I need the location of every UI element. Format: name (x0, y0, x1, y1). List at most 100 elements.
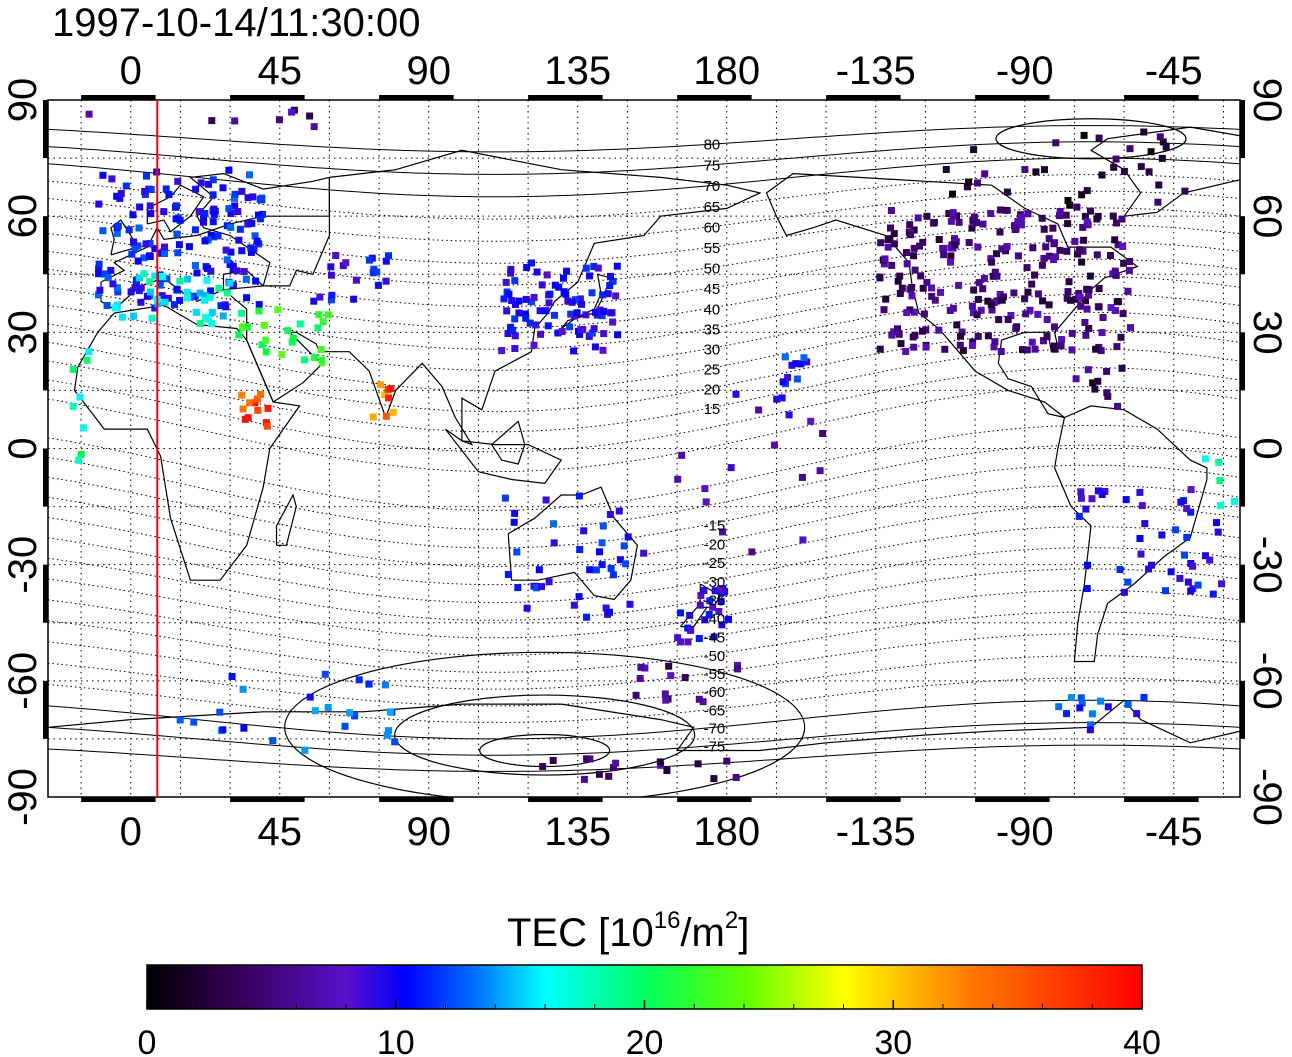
tec-point (143, 292, 151, 300)
colorbar-title-prefix: TEC [10 (507, 911, 654, 955)
tec-point (111, 304, 119, 312)
contour-line (48, 464, 1240, 549)
tec-point (113, 229, 121, 237)
tec-point (234, 208, 242, 215)
tec-point (989, 272, 997, 280)
tec-point (894, 277, 902, 285)
bottom-lon-label: 135 (544, 810, 611, 854)
tec-point (1113, 298, 1121, 306)
tec-point (1083, 218, 1091, 226)
contour-line (48, 744, 1240, 772)
tec-point (949, 209, 957, 217)
right-lat-label: -90 (1245, 768, 1289, 826)
contour-label: 50 (704, 261, 721, 278)
tec-point (605, 772, 613, 780)
tec-point (1113, 343, 1121, 351)
tec-point (1004, 316, 1012, 323)
tec-point (140, 254, 148, 262)
tec-point (661, 690, 669, 698)
contour-label: 60 (704, 220, 721, 237)
tec-point (555, 283, 563, 291)
tec-point (715, 608, 723, 615)
tec-point (219, 184, 227, 192)
tec-point (1215, 458, 1223, 466)
tec-point (1023, 346, 1031, 354)
tec-point (385, 727, 392, 735)
tec-point (779, 378, 787, 386)
tec-point (222, 303, 230, 311)
top-lon-label: -45 (1145, 49, 1203, 93)
tec-point (695, 635, 703, 642)
tec-point (255, 211, 262, 219)
tec-point (906, 231, 914, 239)
tec-point (1055, 703, 1063, 711)
tec-point (800, 354, 808, 362)
border-bar (230, 95, 305, 100)
tec-point (1137, 550, 1145, 558)
tec-point (316, 293, 324, 301)
tec-point (192, 185, 200, 193)
border-bar (43, 216, 48, 275)
tec-point (1088, 495, 1096, 503)
tec-point (95, 265, 103, 273)
tec-point (1122, 496, 1130, 504)
tec-point (1147, 148, 1155, 156)
tec-point (311, 707, 319, 715)
tec-point (1117, 333, 1125, 341)
tec-point (997, 206, 1005, 214)
tec-point (781, 353, 789, 361)
tec-point (570, 601, 578, 609)
tec-point (222, 246, 230, 254)
tec-point (888, 331, 896, 339)
tec-point (523, 264, 531, 271)
border-bar (43, 332, 48, 391)
tec-point (1031, 345, 1039, 353)
tec-point (576, 546, 584, 553)
tec-point (259, 210, 266, 218)
tec-point (613, 262, 621, 270)
tec-point (200, 215, 208, 223)
tec-point (684, 638, 692, 646)
tec-point (231, 190, 239, 198)
tec-point (1075, 246, 1083, 254)
border-bar (1240, 680, 1245, 739)
tec-point (612, 759, 620, 767)
tec-point (257, 390, 265, 398)
tec-point (1091, 385, 1099, 393)
contour-line (48, 424, 1240, 511)
tec-point (1032, 168, 1040, 176)
tec-point (910, 252, 918, 260)
tec-point (616, 556, 624, 564)
tec-point (560, 274, 567, 282)
tec-point (1089, 379, 1097, 387)
tec-point (310, 123, 318, 131)
tec-point (1181, 187, 1189, 195)
tec-point (897, 340, 905, 348)
tec-point (203, 276, 211, 284)
tec-point (564, 297, 572, 305)
tec-point (1045, 235, 1053, 243)
colorbar-title-mid: /m (680, 911, 724, 955)
tec-point (223, 289, 231, 297)
tec-point (1098, 329, 1106, 337)
tec-point (101, 270, 109, 278)
tec-point (1177, 498, 1185, 506)
tec-point (732, 774, 740, 781)
tec-point (1118, 215, 1126, 223)
tec-point (582, 264, 590, 272)
contour-line (48, 386, 1240, 473)
tec-point (663, 767, 671, 774)
tec-point (1176, 574, 1184, 582)
tec-point (979, 285, 987, 293)
tec-point (192, 308, 200, 316)
tec-point (951, 241, 959, 249)
tec-point (1023, 264, 1031, 272)
contour-label: -45 (704, 629, 726, 646)
border-bar (43, 680, 48, 739)
border-bar (975, 797, 1050, 802)
contour-label: 25 (704, 362, 721, 379)
tec-point (1052, 139, 1060, 147)
left-latitude-labels: 90 60 30 0 -30 -60 -90 (1, 78, 45, 826)
contour-line (48, 633, 1240, 690)
tec-point (974, 179, 981, 187)
